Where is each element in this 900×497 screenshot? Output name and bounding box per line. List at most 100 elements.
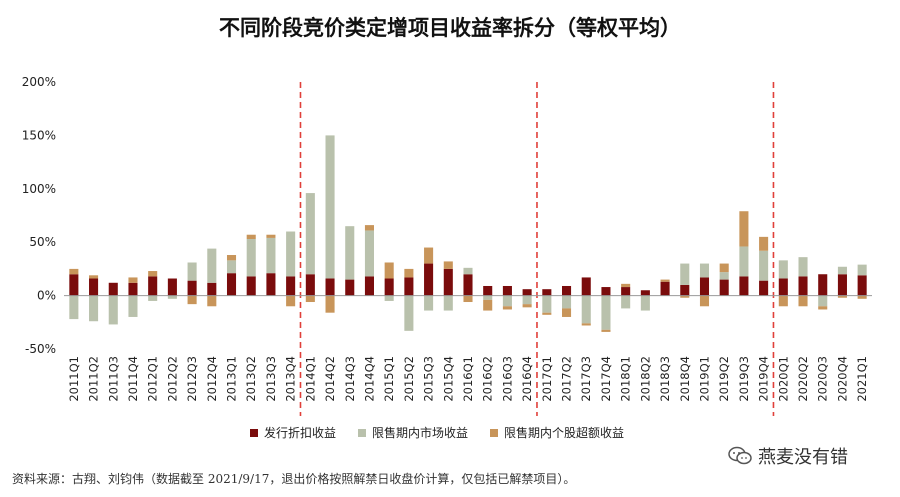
bar-segment <box>581 295 591 324</box>
bar-segment <box>778 260 788 279</box>
bar-segment <box>246 238 256 277</box>
x-tick-label: 2012Q4 <box>205 356 219 402</box>
bar-segment <box>818 306 828 310</box>
legend-swatch <box>250 428 258 437</box>
bar-segment <box>384 295 394 301</box>
bar-segment <box>857 264 867 276</box>
x-tick-label: 2012Q1 <box>146 356 160 402</box>
x-tick-label: 2013Q4 <box>284 356 298 402</box>
bar-segment <box>502 285 512 296</box>
bar-segment <box>443 295 453 311</box>
bar-segment <box>128 277 138 283</box>
bar-segment <box>69 268 79 275</box>
x-tick-label: 2017Q1 <box>540 356 554 402</box>
bar-segment <box>463 295 473 303</box>
x-tick-label: 2014Q1 <box>303 356 317 402</box>
bar-segment <box>562 308 572 317</box>
x-tick-label: 2019Q1 <box>697 356 711 402</box>
watermark-text: 燕麦没有错 <box>758 447 848 468</box>
y-tick-label: 50% <box>29 235 56 249</box>
x-tick-label: 2019Q4 <box>757 356 771 402</box>
bar-segment <box>364 276 374 296</box>
y-tick-label: 150% <box>22 128 56 142</box>
bar-segment <box>483 295 493 300</box>
bar-segment <box>660 281 670 296</box>
legend-item-market: 限售期内市场收益 <box>358 424 468 441</box>
legend-label: 发行折扣收益 <box>264 426 337 440</box>
bar-segment <box>621 283 631 288</box>
legend-item-discount: 发行折扣收益 <box>250 424 336 441</box>
bar-segment <box>443 261 453 269</box>
bar-segment <box>601 329 611 332</box>
bar-segment <box>89 278 99 296</box>
bar-segment <box>226 273 237 296</box>
tick-labels: -50% 0% 50% 100% 150% 200% 2011Q1 2011Q2 2011Q3 2… <box>22 75 869 402</box>
bar-segment <box>837 274 847 296</box>
x-tick-label: 2016Q2 <box>481 356 495 402</box>
bar-segment <box>483 285 493 296</box>
x-tick-label: 2014Q2 <box>323 356 337 402</box>
bar-segment <box>325 135 335 279</box>
bar-segment <box>226 260 237 274</box>
bar-segment <box>266 237 276 274</box>
bar-segment <box>522 304 532 308</box>
bar-segment <box>364 230 374 277</box>
bar-segment <box>719 263 729 273</box>
bar-segment <box>148 295 158 301</box>
bar-segment <box>837 295 847 298</box>
bar-segment <box>69 295 79 320</box>
bar-segment <box>266 273 276 296</box>
bar-segment <box>739 211 749 247</box>
x-tick-label: 2014Q4 <box>362 356 376 402</box>
bar-segment <box>364 225 374 231</box>
bar-segment <box>89 295 99 322</box>
bar-segment <box>305 193 315 275</box>
bar-segment <box>719 272 729 280</box>
bar-segment <box>699 295 710 307</box>
x-tick-label: 2017Q2 <box>560 356 574 402</box>
bar-segment <box>463 267 473 275</box>
x-tick-label: 2020Q3 <box>816 356 830 402</box>
bar-segment <box>207 282 217 296</box>
bar-segment <box>581 277 591 296</box>
bar-segment <box>207 295 217 307</box>
bar-segment <box>187 262 197 281</box>
wechat-icon <box>728 446 752 465</box>
bar-segment <box>857 295 867 299</box>
bar-segment <box>108 282 118 296</box>
bar-segment <box>148 276 158 296</box>
legend-label: 限售期内市场收益 <box>372 426 469 440</box>
bar-segment <box>778 295 788 307</box>
bar-segment <box>778 278 788 296</box>
bar-segment <box>621 295 631 309</box>
bar-segment <box>167 295 177 299</box>
bar-segment <box>660 279 670 282</box>
bar-segment <box>345 279 355 296</box>
bar-segment <box>719 279 729 296</box>
bar-segment <box>739 276 749 296</box>
watermark: 燕麦没有错 <box>728 443 848 469</box>
bar-segment <box>345 226 355 280</box>
bar-segment <box>128 295 138 317</box>
x-tick-label: 2018Q1 <box>619 356 633 402</box>
bar-segment <box>542 312 552 315</box>
bar-segment <box>89 275 99 279</box>
bar-segment <box>759 236 769 251</box>
bar-segment <box>798 257 808 277</box>
bar-segment <box>699 263 710 278</box>
bar-segment <box>325 295 335 313</box>
bar-segment <box>542 289 552 296</box>
x-tick-label: 2015Q3 <box>422 356 436 402</box>
bar-segment <box>286 276 296 296</box>
bar-segment <box>857 275 867 296</box>
x-tick-label: 2017Q4 <box>599 356 613 402</box>
x-tick-label: 2020Q4 <box>835 356 849 402</box>
bar-segment <box>424 295 434 311</box>
bar-segment <box>443 268 453 296</box>
bar-segment <box>739 246 749 277</box>
x-tick-label: 2017Q3 <box>579 356 593 402</box>
bar-segment <box>148 271 158 277</box>
bar-segment <box>798 295 808 307</box>
y-tick-label: 200% <box>22 75 56 89</box>
